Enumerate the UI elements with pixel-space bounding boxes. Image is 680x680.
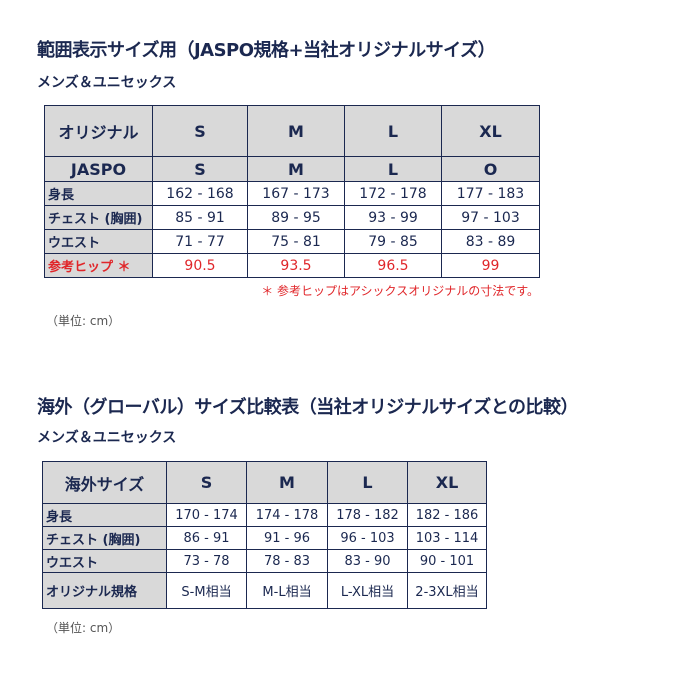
cell: 96.5	[344, 253, 442, 278]
cell: 71 - 77	[152, 229, 248, 254]
cell: 103 - 114	[407, 526, 487, 550]
table-row: オリジナル規格 S-M相当 M-L相当 L-XL相当 2-3XL相当	[42, 572, 487, 609]
cell: 79 - 85	[344, 229, 442, 254]
jaspo-row: JASPO S M L O	[44, 156, 540, 182]
header-row: 海外サイズ S M L XL	[42, 461, 487, 504]
cell: 99	[441, 253, 540, 278]
cell: 90.5	[152, 253, 248, 278]
cell: 73 - 78	[166, 549, 247, 573]
header-cell: XL	[407, 461, 487, 504]
cell: 174 - 178	[246, 503, 328, 527]
cell: 83 - 89	[441, 229, 540, 254]
size-table-global: 海外サイズ S M L XL 身長 170 - 174 174 - 178 17…	[42, 461, 487, 609]
unit-label: （単位: cm）	[46, 314, 121, 328]
cell: 90 - 101	[407, 549, 487, 573]
jaspo-cell: M	[247, 156, 345, 182]
cell: 162 - 168	[152, 181, 248, 206]
table-row: ウエスト 73 - 78 78 - 83 83 - 90 90 - 101	[42, 549, 487, 573]
header-cell: L	[327, 461, 408, 504]
jaspo-cell: JASPO	[44, 156, 153, 182]
cell: L-XL相当	[327, 572, 408, 609]
cell: 97 - 103	[441, 205, 540, 230]
cell: 78 - 83	[246, 549, 328, 573]
section1-title: 範囲表示サイズ用（JASPO規格+当社オリジナルサイズ）	[37, 40, 496, 61]
header-cell: XL	[441, 105, 540, 157]
cell: 93.5	[247, 253, 345, 278]
table-row: 身長 162 - 168 167 - 173 172 - 178 177 - 1…	[44, 181, 540, 206]
row-label: チェスト (胸囲)	[42, 526, 167, 550]
cell: 182 - 186	[407, 503, 487, 527]
cell: 85 - 91	[152, 205, 248, 230]
cell: 178 - 182	[327, 503, 408, 527]
header-cell: L	[344, 105, 442, 157]
cell: 170 - 174	[166, 503, 247, 527]
cell: 177 - 183	[441, 181, 540, 206]
cell: 89 - 95	[247, 205, 345, 230]
table-row: チェスト (胸囲) 86 - 91 91 - 96 96 - 103 103 -…	[42, 526, 487, 550]
section1-subtitle: メンズ＆ユニセックス	[37, 75, 177, 91]
row-label: 身長	[42, 503, 167, 527]
table-row: チェスト (胸囲) 85 - 91 89 - 95 93 - 99 97 - 1…	[44, 205, 540, 230]
row-label: 参考ヒップ ＊	[44, 253, 153, 278]
jaspo-cell: S	[152, 156, 248, 182]
cell: 93 - 99	[344, 205, 442, 230]
cell: 172 - 178	[344, 181, 442, 206]
cell: 86 - 91	[166, 526, 247, 550]
jaspo-cell: O	[441, 156, 540, 182]
cell: 75 - 81	[247, 229, 345, 254]
cell: 96 - 103	[327, 526, 408, 550]
table-row: ウエスト 71 - 77 75 - 81 79 - 85 83 - 89	[44, 229, 540, 254]
cell: 167 - 173	[247, 181, 345, 206]
table-row-hip: 参考ヒップ ＊ 90.5 93.5 96.5 99	[44, 253, 540, 278]
section2-title: 海外（グローバル）サイズ比較表（当社オリジナルサイズとの比較）	[37, 397, 579, 418]
size-table-jaspo: オリジナル S M L XL JASPO S M L O 身長 162 - 16…	[44, 105, 540, 278]
header-cell: M	[247, 105, 345, 157]
header-cell: S	[152, 105, 248, 157]
table-row: 身長 170 - 174 174 - 178 178 - 182 182 - 1…	[42, 503, 487, 527]
header-row: オリジナル S M L XL	[44, 105, 540, 157]
header-cell: 海外サイズ	[42, 461, 167, 504]
row-label: チェスト (胸囲)	[44, 205, 153, 230]
jaspo-cell: L	[344, 156, 442, 182]
header-cell: M	[246, 461, 328, 504]
cell: 83 - 90	[327, 549, 408, 573]
hip-footnote: ＊ 参考ヒップはアシックスオリジナルの寸法です。	[261, 284, 539, 298]
header-cell: S	[166, 461, 247, 504]
row-label: ウエスト	[44, 229, 153, 254]
cell: 2-3XL相当	[407, 572, 487, 609]
row-label: ウエスト	[42, 549, 167, 573]
cell: S-M相当	[166, 572, 247, 609]
header-cell: オリジナル	[44, 105, 153, 157]
row-label: 身長	[44, 181, 153, 206]
cell: M-L相当	[246, 572, 328, 609]
cell: 91 - 96	[246, 526, 328, 550]
row-label: オリジナル規格	[42, 572, 167, 609]
unit-label: （単位: cm）	[46, 621, 121, 635]
section2-subtitle: メンズ＆ユニセックス	[37, 430, 177, 446]
